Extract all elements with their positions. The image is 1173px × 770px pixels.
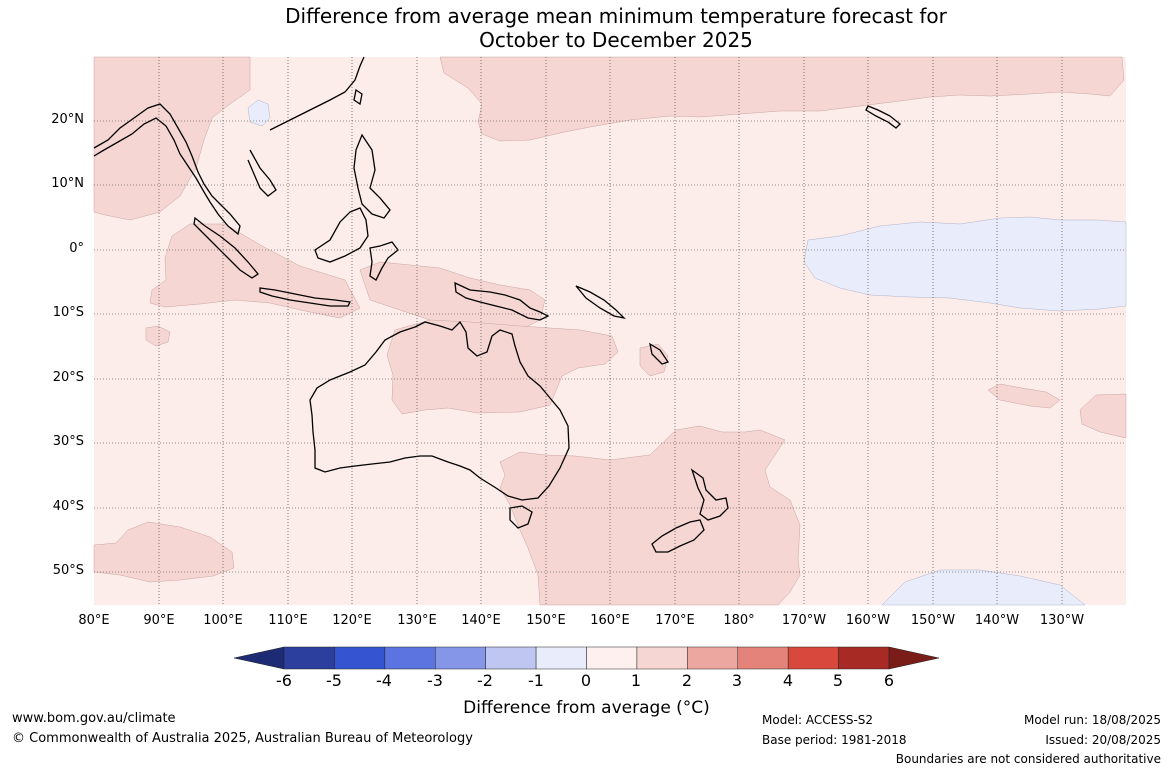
solomon-islands-coastline [575,285,626,320]
lon-label-100e: 100°E [203,613,243,628]
colorbar-segment [384,646,436,670]
colorbar-tick-neg1: -1 [528,671,544,690]
colorbar-tick-1: 1 [630,671,642,690]
sumatra-coastline [193,216,259,279]
colorbar-tick-neg3: -3 [427,671,443,690]
taiwan-coastline [353,88,363,106]
lon-label-150e: 150°E [526,613,566,628]
philippines-coastline [353,133,391,219]
lon-label-140e: 140°E [461,613,501,628]
australia-coastline [309,320,570,501]
colorbar-label: Difference from average (°C) [463,698,710,718]
lon-label-180: 180° [723,613,755,628]
lat-label-10s: 10°S [52,305,84,320]
colorbar-tick-2: 2 [681,671,693,690]
new-guinea-coastline [454,281,550,321]
region-equatorial-pacific-cool [803,216,1127,312]
colorbar-segment [435,646,486,670]
lon-label-170e: 170°E [655,613,695,628]
new-zealand-north-coastline [690,468,729,521]
colorbar-tick-6: 6 [883,671,895,690]
colorbar-tick-neg5: -5 [326,671,342,690]
region-southern-ocean-cool [881,569,1086,606]
java-coastline [259,287,351,307]
lat-label-10n: 10°N [51,176,84,191]
lon-label-90e: 90°E [143,613,175,628]
lat-label-20n: 20°N [51,112,84,127]
colorbar-tick-neg6: -6 [276,671,292,690]
colorbar-segment [535,646,587,670]
colorbar-segment [687,646,738,670]
colorbar-segment [737,646,789,670]
issued-date: Issued: 20/08/2025 [1045,733,1161,747]
website-link[interactable]: www.bom.gov.au/climate [12,711,176,726]
lon-label-160e: 160°E [590,613,630,628]
colorbar-tick-3: 3 [731,671,743,690]
graticule [94,57,1126,605]
region-north-pacific [439,56,1125,142]
region-indonesia-east [359,261,546,336]
lat-label-0: 0° [69,241,84,256]
boundaries-disclaimer: Boundaries are not considered authoritat… [895,752,1161,766]
colorbar-segment [283,646,335,670]
title-line-1: Difference from average mean minimum tem… [285,4,947,28]
region-tasman [499,425,801,606]
lon-label-160w: 160°W [845,613,891,628]
colorbar-tick-neg2: -2 [477,671,493,690]
region-east-pacific-1 [987,383,1061,409]
lon-label-150w: 150°W [910,613,956,628]
lon-label-130e: 130°E [397,613,437,628]
title-line-2: October to December 2025 [479,28,753,52]
lon-label-170w: 170°W [781,613,827,628]
hawaii-coastline [865,105,901,129]
lon-label-80e: 80°E [78,613,110,628]
anomaly-neg1-0-regions [247,99,1127,606]
colorbar-segment [636,646,688,670]
colorbar-segment [787,646,839,670]
region-east-pacific-2 [1079,393,1127,439]
lat-label-20s: 20°S [52,370,84,385]
colorbar-tick-5: 5 [832,671,844,690]
region-southern-ocean-west [93,521,235,583]
coastlines [93,56,901,553]
borneo-coastline [314,207,369,263]
lon-label-120e: 120°E [332,613,372,628]
colorbar-segment [334,646,386,670]
colorbar [233,646,940,670]
base-period: Base period: 1981-2018 [762,733,907,747]
colorbar-low-extend [233,646,285,670]
asia-mainland-coastline [93,56,365,236]
region-north-australia [386,319,619,415]
lat-label-40s: 40°S [52,499,84,514]
colorbar-tick-neg4: -4 [376,671,392,690]
model-name: Model: ACCESS-S2 [762,713,874,727]
model-run-date: Model run: 18/08/2025 [1023,713,1161,727]
colorbar-segment [485,646,537,670]
region-small-west [145,325,171,347]
colorbar-tick-4: 4 [782,671,794,690]
lat-label-30s: 30°S [52,434,84,449]
sulawesi-coastline [369,241,399,281]
lon-label-130w: 130°W [1039,613,1085,628]
lon-label-110e: 110°E [268,613,308,628]
tasmania-coastline [509,505,533,529]
map-title: Difference from average mean minimum tem… [0,4,1173,52]
colorbar-segment [838,646,890,670]
colorbar-high-extend [888,646,940,670]
new-caledonia-coastline [649,342,670,365]
region-indochina-cool [247,99,271,127]
lon-label-140w: 140°W [974,613,1020,628]
colorbar-segment [586,646,638,670]
lat-label-50s: 50°S [52,563,84,578]
copyright-notice: © Commonwealth of Australia 2025, Austra… [12,731,473,746]
colorbar-tick-0: 0 [580,671,592,690]
new-zealand-south-coastline [651,519,705,553]
